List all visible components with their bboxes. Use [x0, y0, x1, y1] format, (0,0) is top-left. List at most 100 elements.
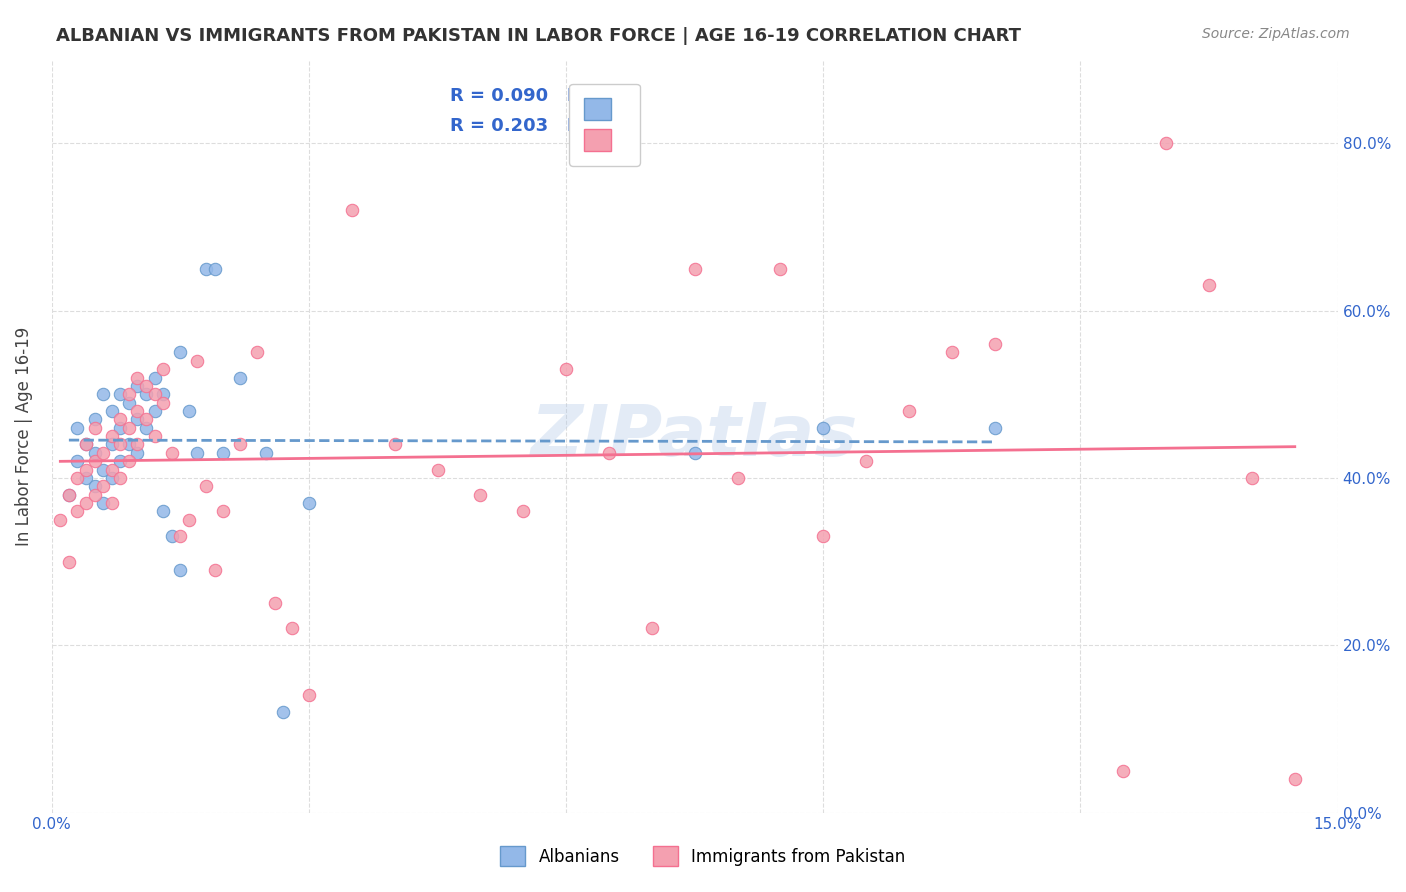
- Point: [75, 471, 97, 485]
- Point: [281, 622, 304, 636]
- Point: [152, 395, 174, 409]
- Point: [100, 404, 122, 418]
- Point: [186, 353, 208, 368]
- Point: [100, 471, 122, 485]
- Point: [254, 446, 277, 460]
- Point: [110, 420, 132, 434]
- Point: [204, 563, 226, 577]
- Point: [143, 387, 166, 401]
- Y-axis label: In Labor Force | Age 16-19: In Labor Force | Age 16-19: [15, 326, 32, 546]
- Point: [83, 420, 105, 434]
- Point: [229, 370, 252, 384]
- Point: [177, 513, 200, 527]
- Point: [769, 261, 792, 276]
- Point: [1198, 278, 1220, 293]
- Point: [83, 412, 105, 426]
- Point: [127, 404, 149, 418]
- Point: [100, 496, 122, 510]
- Point: [177, 404, 200, 418]
- Point: [110, 437, 132, 451]
- Point: [195, 479, 218, 493]
- Point: [641, 622, 664, 636]
- Point: [66, 504, 89, 518]
- Point: [58, 488, 80, 502]
- Text: Source: ZipAtlas.com: Source: ZipAtlas.com: [1202, 27, 1350, 41]
- Point: [83, 454, 105, 468]
- Point: [135, 412, 157, 426]
- Point: [135, 387, 157, 401]
- Point: [58, 488, 80, 502]
- Text: R = 0.090   N = 43: R = 0.090 N = 43: [450, 87, 634, 105]
- Point: [127, 437, 149, 451]
- Point: [110, 387, 132, 401]
- Point: [152, 387, 174, 401]
- Point: [83, 488, 105, 502]
- Point: [91, 462, 114, 476]
- Point: [152, 504, 174, 518]
- Point: [135, 420, 157, 434]
- Legend: , : ,: [569, 84, 640, 166]
- Point: [143, 429, 166, 443]
- Point: [683, 446, 706, 460]
- Point: [75, 437, 97, 451]
- Point: [195, 261, 218, 276]
- Legend: Albanians, Immigrants from Pakistan: Albanians, Immigrants from Pakistan: [492, 838, 914, 875]
- Point: [298, 496, 321, 510]
- Point: [169, 345, 191, 359]
- Point: [118, 454, 141, 468]
- Point: [855, 454, 877, 468]
- Point: [1284, 772, 1306, 786]
- Point: [66, 454, 89, 468]
- Point: [100, 437, 122, 451]
- Point: [727, 471, 749, 485]
- Point: [898, 404, 921, 418]
- Point: [229, 437, 252, 451]
- Point: [813, 529, 835, 543]
- Point: [127, 446, 149, 460]
- Point: [118, 420, 141, 434]
- Point: [75, 462, 97, 476]
- Point: [91, 496, 114, 510]
- Text: ZIPatlas: ZIPatlas: [531, 401, 859, 471]
- Point: [813, 420, 835, 434]
- Point: [127, 370, 149, 384]
- Point: [271, 705, 294, 719]
- Point: [212, 504, 235, 518]
- Point: [204, 261, 226, 276]
- Point: [1240, 471, 1263, 485]
- Point: [49, 513, 72, 527]
- Point: [160, 446, 183, 460]
- Point: [1112, 764, 1135, 778]
- Point: [169, 529, 191, 543]
- Point: [143, 404, 166, 418]
- Point: [1154, 136, 1177, 151]
- Point: [135, 379, 157, 393]
- Point: [118, 437, 141, 451]
- Point: [683, 261, 706, 276]
- Point: [118, 395, 141, 409]
- Point: [66, 471, 89, 485]
- Point: [152, 362, 174, 376]
- Point: [58, 555, 80, 569]
- Point: [212, 446, 235, 460]
- Point: [384, 437, 406, 451]
- Point: [470, 488, 492, 502]
- Point: [298, 689, 321, 703]
- Point: [118, 387, 141, 401]
- Point: [426, 462, 449, 476]
- Point: [143, 370, 166, 384]
- Point: [75, 437, 97, 451]
- Text: R = 0.203   N = 64: R = 0.203 N = 64: [450, 117, 634, 135]
- Point: [941, 345, 963, 359]
- Point: [983, 420, 1005, 434]
- Point: [110, 471, 132, 485]
- Point: [127, 379, 149, 393]
- Point: [100, 462, 122, 476]
- Point: [83, 446, 105, 460]
- Point: [100, 429, 122, 443]
- Point: [263, 596, 285, 610]
- Point: [160, 529, 183, 543]
- Point: [91, 479, 114, 493]
- Point: [66, 420, 89, 434]
- Point: [186, 446, 208, 460]
